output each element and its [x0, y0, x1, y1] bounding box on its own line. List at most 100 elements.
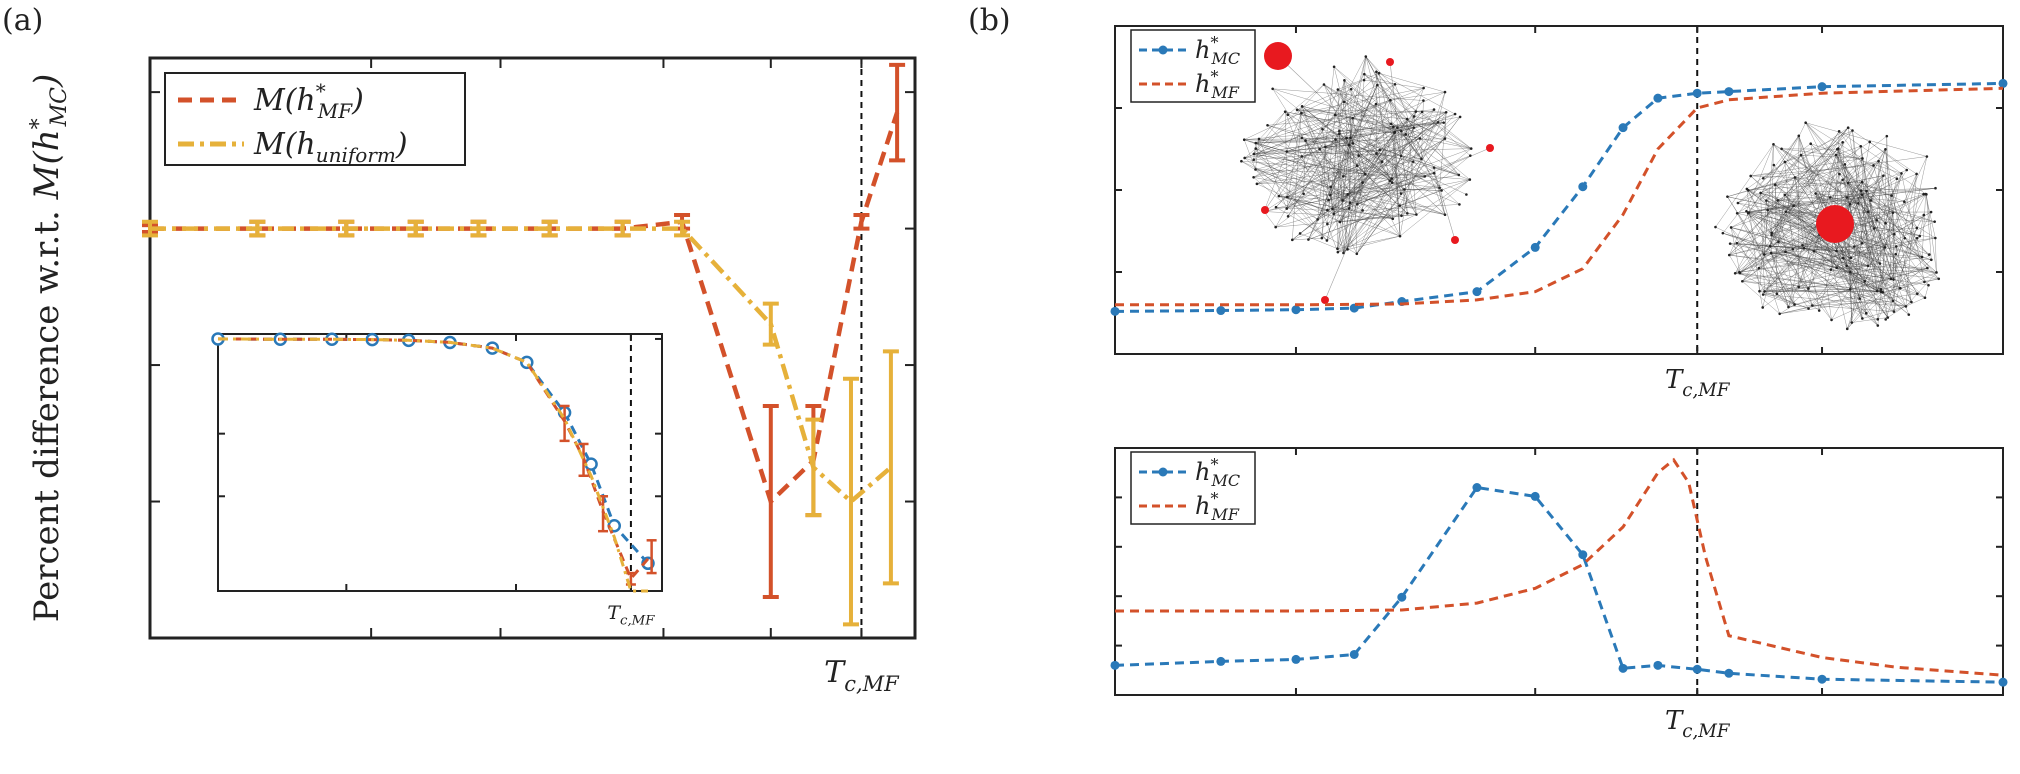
network-node: [1922, 213, 1926, 217]
network-node: [1783, 193, 1787, 197]
network-node: [1865, 189, 1868, 193]
network-node: [1878, 262, 1882, 265]
network-node: [1240, 159, 1243, 163]
network-node: [1811, 304, 1814, 307]
network-node: [1342, 100, 1346, 104]
network-node: [1364, 55, 1368, 58]
network-node: [1274, 225, 1277, 229]
network-node: [1444, 110, 1448, 114]
network-node-highlight: [1486, 144, 1494, 152]
network-node: [1341, 199, 1344, 202]
network-node: [1934, 236, 1937, 240]
legend: h* MCh* MF: [1130, 451, 1256, 525]
network-node: [1903, 200, 1906, 204]
network-node: [1391, 217, 1395, 221]
network-node: [1735, 211, 1739, 215]
network-node: [1399, 192, 1403, 195]
network-node: [1349, 136, 1352, 140]
network-node: [1930, 258, 1933, 262]
network-node: [1255, 182, 1259, 186]
network-node: [1929, 210, 1933, 214]
network-node: [1845, 196, 1849, 199]
legend-box: [164, 72, 466, 166]
network-node: [1866, 210, 1870, 214]
network-node: [1845, 327, 1849, 331]
network-node: [1432, 108, 1436, 111]
x-tick-label-tc: Tc,MF: [1665, 365, 1731, 401]
network-node: [1904, 305, 1908, 308]
data-point: [1472, 287, 1482, 297]
network-node: [1859, 189, 1863, 192]
network-node: [1254, 168, 1257, 171]
network-node: [1252, 158, 1256, 162]
network-node: [1254, 141, 1258, 145]
network-graph-high-temperature: [1714, 121, 1941, 331]
legend-box: [1130, 29, 1256, 103]
network-node: [1432, 171, 1436, 175]
data-point: [1472, 483, 1482, 493]
network-node: [1728, 242, 1732, 245]
network-node: [1347, 207, 1351, 210]
network-node: [1889, 277, 1893, 281]
network-node: [1776, 199, 1780, 202]
network-node-highlight: [1386, 58, 1394, 66]
network-node: [1769, 251, 1773, 255]
panel-label-b: (b): [968, 3, 1011, 38]
network-node: [1925, 155, 1929, 158]
network-node: [1304, 139, 1307, 142]
network-node: [1843, 163, 1847, 166]
legend-label-0: h* MC: [1195, 455, 1240, 490]
network-node: [1916, 292, 1919, 295]
network-node: [1411, 160, 1415, 163]
network-node: [1291, 238, 1294, 242]
network-node: [1300, 111, 1303, 115]
legend: M(h* MF)M(huniform): [164, 72, 466, 167]
network-node: [1404, 133, 1408, 136]
data-point: [1578, 182, 1588, 192]
network-node: [1937, 277, 1941, 281]
network-node: [1361, 181, 1364, 185]
data-point: [1724, 668, 1734, 678]
network-node: [1285, 150, 1289, 153]
network-node: [1799, 153, 1803, 157]
network-node: [1302, 192, 1305, 196]
network-node: [1895, 177, 1899, 181]
network-node: [1809, 142, 1813, 146]
network-node: [1375, 152, 1378, 155]
network-node: [1793, 176, 1797, 179]
network-node: [1835, 147, 1839, 151]
network-node: [1469, 147, 1473, 150]
network-node: [1903, 236, 1907, 240]
network-node: [1761, 306, 1765, 309]
data-point: [1349, 649, 1359, 659]
network-node: [1872, 164, 1875, 167]
network-node: [1355, 164, 1359, 168]
network-node: [1900, 172, 1903, 175]
network-node: [1772, 142, 1775, 146]
network-node: [1861, 157, 1864, 160]
network-node: [1793, 303, 1796, 306]
network-node: [1377, 71, 1381, 75]
network-node: [1422, 99, 1425, 102]
data-point: [1216, 306, 1226, 316]
network-node: [1829, 268, 1833, 271]
chart-panel-a-inset: Tc,MF: [211, 332, 663, 629]
network-node: [1746, 212, 1750, 215]
network-node: [1891, 211, 1895, 214]
network-node: [1286, 215, 1290, 218]
network-node: [1326, 208, 1329, 212]
network-node: [1890, 194, 1893, 197]
network-node: [1883, 246, 1887, 249]
network-node: [1882, 174, 1885, 177]
network-node: [1420, 157, 1423, 161]
network-node-highlight: [1264, 42, 1292, 70]
network-node: [1934, 186, 1937, 190]
network-node: [1363, 72, 1366, 76]
network-node: [1915, 236, 1919, 240]
network-node: [1277, 194, 1281, 198]
network-node: [1412, 115, 1416, 118]
network-node: [1338, 129, 1341, 133]
network-node: [1892, 310, 1896, 313]
network-node: [1845, 264, 1848, 268]
